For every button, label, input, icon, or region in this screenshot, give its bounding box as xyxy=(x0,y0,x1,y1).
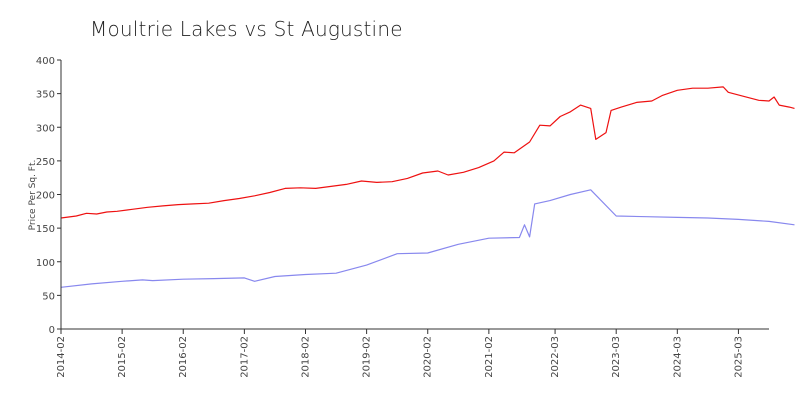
x-tick-label: 2015-02 xyxy=(117,336,128,378)
x-tick-label: 2018-02 xyxy=(300,336,311,378)
x-tick-label: 2017-02 xyxy=(239,336,250,378)
x-tick-label: 2019-02 xyxy=(362,336,373,378)
y-tick-label: 50 xyxy=(42,291,55,302)
y-tick-label: 350 xyxy=(36,90,55,101)
y-tick-label: 300 xyxy=(36,123,55,134)
series-line-1 xyxy=(60,86,795,219)
x-tick-label: 2020-02 xyxy=(423,336,434,378)
y-axis-label: Price Per Sq. Ft. xyxy=(28,160,38,231)
series-line-2 xyxy=(60,189,795,288)
y-tick-label: 250 xyxy=(36,157,55,168)
x-tick-label: 2024-03 xyxy=(672,336,683,378)
x-tick-label: 2014-02 xyxy=(56,336,67,378)
plot-lines xyxy=(60,86,795,288)
x-tick-label: 2021-02 xyxy=(484,336,495,378)
y-tick-label: 100 xyxy=(36,258,55,269)
y-tick-label: 400 xyxy=(36,56,55,67)
axes: 0 50 100 150 200 250 300 350 400 2014-02 2015-02 20… xyxy=(36,56,769,378)
x-tick-label: 2023-03 xyxy=(611,336,622,378)
x-tick-label: 2022-03 xyxy=(550,336,561,378)
chart-title: Moultrie Lakes vs St Augustine xyxy=(90,17,403,41)
x-tick-label: 2025-03 xyxy=(733,336,744,378)
y-tick-label: 150 xyxy=(36,224,55,235)
x-tick-label: 2016-02 xyxy=(178,336,189,378)
y-tick-label: 0 xyxy=(49,325,55,336)
y-tick-label: 200 xyxy=(36,191,55,202)
